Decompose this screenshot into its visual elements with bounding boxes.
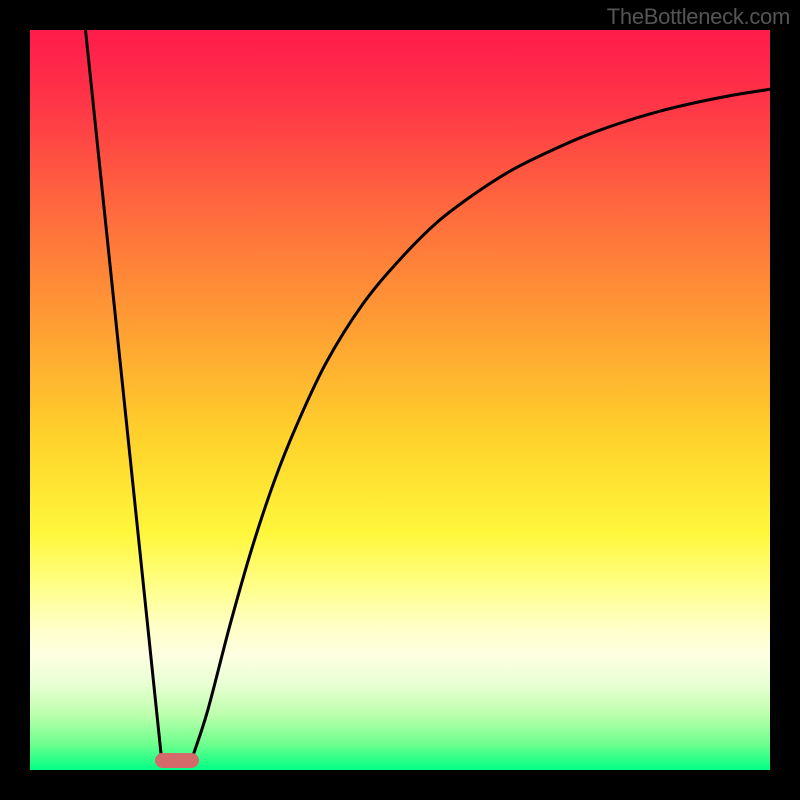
chart-container: TheBottleneck.com	[0, 0, 800, 800]
plot-area	[30, 30, 770, 770]
attribution-label: TheBottleneck.com	[607, 4, 790, 30]
bottleneck-curve	[30, 30, 770, 770]
optimal-range-marker	[155, 753, 199, 768]
curve-path	[86, 30, 771, 760]
